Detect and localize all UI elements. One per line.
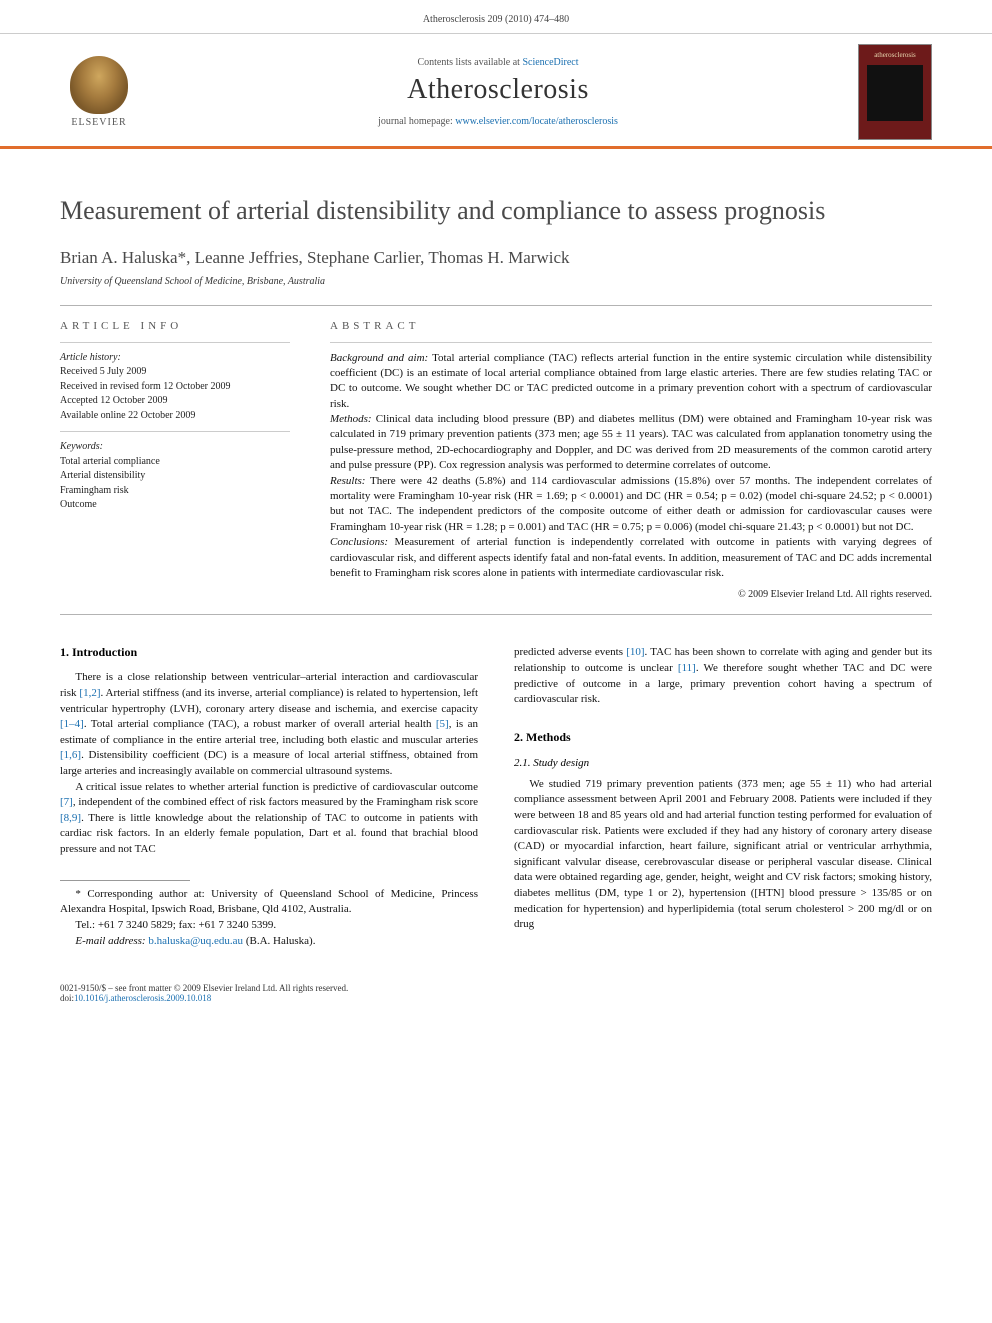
conclusions-text: Measurement of arterial function is inde… (330, 536, 932, 579)
methods-heading: 2. Methods (514, 730, 932, 745)
abstract-background: Background and aim: Total arterial compl… (330, 351, 932, 413)
front-matter: 0021-9150/$ – see front matter © 2009 El… (60, 983, 348, 993)
author-list: Brian A. Haluska*, Leanne Jeffries, Step… (60, 248, 932, 268)
study-design-heading: 2.1. Study design (514, 757, 932, 769)
cover-image-icon (867, 65, 923, 121)
elsevier-tree-icon (70, 56, 128, 114)
rule-below-abstract (60, 614, 932, 615)
methods-para-1: We studied 719 primary prevention patien… (514, 777, 932, 933)
running-head: Atherosclerosis 209 (2010) 474–480 (0, 0, 992, 33)
history-received: Received 5 July 2009 (60, 365, 290, 380)
cover-label: atherosclerosis (874, 51, 916, 59)
intro-continuation: predicted adverse events [10]. TAC has b… (514, 645, 932, 707)
rule-above-abstract (60, 305, 932, 306)
abstract-results: Results: There were 42 deaths (5.8%) and… (330, 474, 932, 536)
email-label: E-mail address: (75, 935, 148, 947)
abstract: ABSTRACT Background and aim: Total arter… (330, 320, 932, 601)
homepage-line: journal homepage: www.elsevier.com/locat… (150, 116, 846, 127)
sciencedirect-link[interactable]: ScienceDirect (522, 57, 578, 68)
masthead: ELSEVIER Contents lists available at Sci… (0, 33, 992, 149)
email-footnote: E-mail address: b.haluska@uq.edu.au (B.A… (60, 934, 478, 950)
masthead-center: Contents lists available at ScienceDirec… (150, 57, 846, 127)
publisher-logo: ELSEVIER (60, 56, 138, 128)
email-link[interactable]: b.haluska@uq.edu.au (148, 935, 243, 947)
intro-para-1: There is a close relationship between ve… (60, 670, 478, 779)
intro-text: , independent of the combined effect of … (73, 796, 478, 808)
article-info-heading: ARTICLE INFO (60, 320, 290, 332)
body-columns: 1. Introduction There is a close relatio… (60, 645, 932, 949)
keyword: Arterial distensibility (60, 469, 290, 484)
footnote-rule (60, 880, 190, 881)
citation-link[interactable]: [7] (60, 796, 73, 808)
intro-text: . There is little knowledge about the re… (60, 812, 478, 855)
homepage-url[interactable]: www.elsevier.com/locate/atherosclerosis (455, 116, 618, 127)
intro-para-2: A critical issue relates to whether arte… (60, 780, 478, 858)
publisher-name: ELSEVIER (60, 117, 138, 128)
homepage-prefix: journal homepage: (378, 116, 455, 127)
history-label: Article history: (60, 352, 121, 363)
citation-link[interactable]: [1,6] (60, 749, 81, 761)
history-online: Available online 22 October 2009 (60, 409, 290, 424)
tel-footnote: Tel.: +61 7 3240 5829; fax: +61 7 3240 5… (60, 918, 478, 934)
history-accepted: Accepted 12 October 2009 (60, 394, 290, 409)
history-revised: Received in revised form 12 October 2009 (60, 380, 290, 395)
intro-text: predicted adverse events (514, 646, 626, 658)
affiliation: University of Queensland School of Medic… (60, 276, 932, 287)
journal-cover-thumb: atherosclerosis (858, 44, 932, 140)
article-info: ARTICLE INFO Article history: Received 5… (60, 320, 290, 601)
citation-link[interactable]: [1–4] (60, 718, 84, 730)
abstract-rule (330, 342, 932, 343)
abstract-conclusions: Conclusions: Measurement of arterial fun… (330, 535, 932, 581)
abstract-copyright: © 2009 Elsevier Ireland Ltd. All rights … (330, 589, 932, 600)
title-block: Measurement of arterial distensibility a… (60, 195, 932, 287)
info-abstract-row: ARTICLE INFO Article history: Received 5… (60, 320, 932, 601)
column-left: 1. Introduction There is a close relatio… (60, 645, 478, 949)
keywords-label: Keywords: (60, 441, 103, 452)
column-right: predicted adverse events [10]. TAC has b… (514, 645, 932, 949)
info-rule-2 (60, 431, 290, 432)
methods-text: Clinical data including blood pressure (… (330, 413, 932, 471)
intro-text: . Distensibility coefficient (DC) is a m… (60, 749, 478, 777)
conclusions-label: Conclusions: (330, 536, 388, 548)
citation-link[interactable]: [8,9] (60, 812, 81, 824)
info-rule-1 (60, 342, 290, 343)
citation-link[interactable]: [5] (436, 718, 449, 730)
citation-link[interactable]: [10] (626, 646, 644, 658)
results-text: There were 42 deaths (5.8%) and 114 card… (330, 475, 932, 533)
intro-text: A critical issue relates to whether arte… (75, 781, 478, 793)
results-label: Results: (330, 475, 365, 487)
abstract-methods: Methods: Clinical data including blood p… (330, 412, 932, 474)
doi-link[interactable]: 10.1016/j.atherosclerosis.2009.10.018 (74, 993, 211, 1003)
citation-link[interactable]: [11] (678, 662, 696, 674)
keyword: Total arterial compliance (60, 455, 290, 470)
article-title: Measurement of arterial distensibility a… (60, 195, 932, 228)
intro-text: . Total arterial compliance (TAC), a rob… (84, 718, 436, 730)
keyword: Framingham risk (60, 484, 290, 499)
journal-name: Atherosclerosis (150, 74, 846, 106)
abstract-heading: ABSTRACT (330, 320, 932, 332)
citation-link[interactable]: [1,2] (79, 687, 100, 699)
intro-heading: 1. Introduction (60, 645, 478, 660)
methods-label: Methods: (330, 413, 372, 425)
contents-prefix: Contents lists available at (417, 57, 522, 68)
article-body: Measurement of arterial distensibility a… (0, 149, 992, 969)
email-suffix: (B.A. Haluska). (243, 935, 315, 947)
keyword: Outcome (60, 498, 290, 513)
contents-available: Contents lists available at ScienceDirec… (150, 57, 846, 68)
background-label: Background and aim: (330, 352, 428, 364)
doi-prefix: doi: (60, 993, 74, 1003)
corresponding-footnote: * Corresponding author at: University of… (60, 887, 478, 918)
page-footer: 0021-9150/$ – see front matter © 2009 El… (0, 969, 992, 1023)
intro-text: . Arterial stiffness (and its inverse, a… (60, 687, 478, 715)
